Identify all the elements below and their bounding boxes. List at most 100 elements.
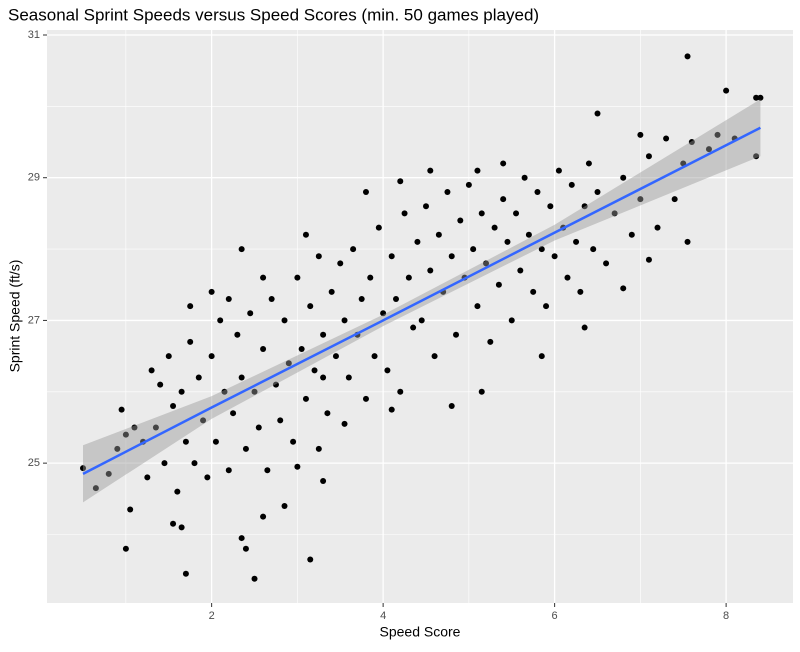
point xyxy=(242,545,249,552)
x-tick-label: 4 xyxy=(380,610,386,622)
point xyxy=(208,288,215,295)
point xyxy=(590,246,597,253)
point xyxy=(427,267,434,274)
point xyxy=(508,317,515,324)
point xyxy=(80,465,87,472)
point xyxy=(307,556,314,563)
point xyxy=(212,438,219,445)
point xyxy=(242,445,249,452)
point xyxy=(705,146,712,153)
trend-line xyxy=(82,126,761,475)
y-tick-label: 25 xyxy=(28,457,40,469)
point xyxy=(448,403,455,410)
point xyxy=(251,388,258,395)
point xyxy=(144,474,151,481)
point xyxy=(157,381,164,388)
point xyxy=(555,167,562,174)
point xyxy=(714,131,721,138)
point xyxy=(423,203,430,210)
point xyxy=(521,174,528,181)
point xyxy=(294,463,301,470)
point xyxy=(230,410,237,417)
point xyxy=(362,395,369,402)
point xyxy=(255,424,262,431)
point xyxy=(684,238,691,245)
point xyxy=(388,253,395,260)
point xyxy=(251,575,258,582)
point xyxy=(191,460,198,467)
point xyxy=(170,520,177,527)
point xyxy=(285,360,292,367)
point xyxy=(281,317,288,324)
point xyxy=(148,367,155,374)
point xyxy=(688,139,695,146)
point xyxy=(358,296,365,303)
y-tick-label: 31 xyxy=(28,29,40,41)
point xyxy=(367,274,374,281)
point xyxy=(525,231,532,238)
point xyxy=(603,260,610,267)
point xyxy=(753,153,760,160)
point xyxy=(637,196,644,203)
point xyxy=(637,131,644,138)
point xyxy=(384,367,391,374)
y-tick-label: 29 xyxy=(28,172,40,184)
point xyxy=(581,203,588,210)
point xyxy=(577,288,584,295)
point xyxy=(238,246,245,253)
point xyxy=(307,303,314,310)
point xyxy=(277,417,284,424)
point xyxy=(281,502,288,509)
point xyxy=(320,477,327,484)
point xyxy=(114,445,121,452)
point xyxy=(457,217,464,224)
point xyxy=(427,167,434,174)
point xyxy=(362,188,369,195)
point xyxy=(238,374,245,381)
point xyxy=(187,303,194,310)
point xyxy=(517,267,524,274)
point xyxy=(418,317,425,324)
point xyxy=(547,203,554,210)
x-axis-title: Speed Score xyxy=(380,624,461,640)
point xyxy=(551,253,558,260)
point xyxy=(474,167,481,174)
point xyxy=(238,535,245,542)
point xyxy=(620,174,627,181)
point xyxy=(671,196,678,203)
point xyxy=(260,345,267,352)
point xyxy=(397,388,404,395)
point xyxy=(573,238,580,245)
x-tick-label: 8 xyxy=(723,610,729,622)
point xyxy=(118,406,125,413)
point xyxy=(663,135,670,142)
point xyxy=(217,317,224,324)
point xyxy=(182,570,189,577)
point xyxy=(92,485,99,492)
point xyxy=(131,424,138,431)
point xyxy=(585,160,592,167)
point xyxy=(324,410,331,417)
point xyxy=(170,403,177,410)
point xyxy=(495,281,502,288)
point xyxy=(757,94,764,101)
point xyxy=(684,53,691,60)
point xyxy=(448,253,455,260)
point xyxy=(195,374,202,381)
point xyxy=(401,210,408,217)
point xyxy=(221,388,228,395)
point xyxy=(645,256,652,263)
point xyxy=(225,467,232,474)
marks xyxy=(80,53,764,582)
point xyxy=(152,424,159,431)
y-axis-title: Sprint Speed (ft/s) xyxy=(7,260,23,373)
point xyxy=(204,474,211,481)
chart-title: Seasonal Sprint Speeds versus Speed Scor… xyxy=(8,5,539,24)
point xyxy=(264,467,271,474)
point xyxy=(315,445,322,452)
point xyxy=(414,238,421,245)
point xyxy=(534,188,541,195)
point xyxy=(298,345,305,352)
point xyxy=(294,274,301,281)
